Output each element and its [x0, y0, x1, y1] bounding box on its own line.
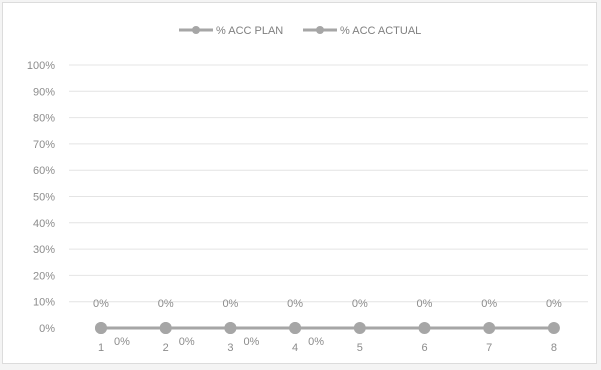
- x-tick-label: 1: [98, 342, 104, 354]
- legend-actual-label: % ACC ACTUAL: [340, 25, 421, 37]
- y-tick-label: 90%: [33, 86, 55, 98]
- y-axis-labels: 0% 10% 20% 30% 40% 50% 60% 70% 80% 90% 100%: [27, 60, 55, 335]
- data-label: 0%: [481, 298, 497, 310]
- data-point: [547, 322, 560, 334]
- legend-item-actual: % ACC ACTUAL: [303, 25, 421, 37]
- x-tick-label: 3: [227, 342, 233, 354]
- data-label: 0%: [222, 298, 238, 310]
- data-label: 0%: [93, 298, 109, 310]
- y-tick-label: 10%: [33, 297, 55, 309]
- data-point: [95, 322, 107, 334]
- data-label: 0%: [179, 336, 195, 348]
- data-label: 0%: [308, 336, 324, 348]
- data-label: 0%: [417, 298, 433, 310]
- x-tick-label: 6: [421, 342, 427, 354]
- data-point: [483, 322, 496, 334]
- data-label: 0%: [158, 298, 174, 310]
- y-tick-label: 20%: [33, 270, 55, 282]
- data-label: 0%: [243, 336, 259, 348]
- y-tick-label: 80%: [33, 113, 55, 125]
- data-label: 0%: [352, 298, 368, 310]
- gridlines: [69, 64, 588, 303]
- y-tick-label: 50%: [33, 192, 55, 204]
- line-chart: % ACC PLAN % ACC ACTUAL 0%10%20%30%40%50…: [27, 25, 588, 354]
- x-axis-labels: 1 2 3 4 5 6 7 8: [98, 342, 557, 354]
- y-tick-label: 30%: [33, 244, 55, 256]
- x-tick-label: 5: [357, 342, 363, 354]
- x-tick-label: 7: [486, 342, 492, 354]
- legend: % ACC PLAN % ACC ACTUAL: [179, 25, 421, 37]
- series-actual: 0% 0% 0% 0%: [95, 322, 324, 348]
- data-point: [159, 322, 172, 334]
- legend-plan-label: % ACC PLAN: [216, 25, 283, 37]
- legend-item-plan: % ACC PLAN: [179, 25, 283, 37]
- legend-actual-marker: [316, 26, 324, 34]
- y-tick-label: 60%: [33, 165, 55, 177]
- x-tick-label: 4: [292, 342, 298, 354]
- x-tick-label: 8: [551, 342, 557, 354]
- chart-frame: % ACC PLAN % ACC ACTUAL 0% 10% 20% 30% 40% 50…: [2, 2, 597, 364]
- y-tick-label: 0%: [39, 323, 55, 335]
- y-tick-label: 100%: [27, 60, 55, 72]
- data-point: [289, 322, 302, 334]
- data-point: [353, 322, 366, 334]
- data-label: 0%: [287, 298, 303, 310]
- x-tick-label: 2: [163, 342, 169, 354]
- legend-plan-marker: [192, 26, 200, 34]
- data-point: [224, 322, 237, 334]
- y-tick-label: 70%: [33, 139, 55, 151]
- y-tick-label: 40%: [33, 218, 55, 230]
- data-point: [418, 322, 431, 334]
- data-label: 0%: [114, 336, 130, 348]
- data-label: 0%: [546, 298, 562, 310]
